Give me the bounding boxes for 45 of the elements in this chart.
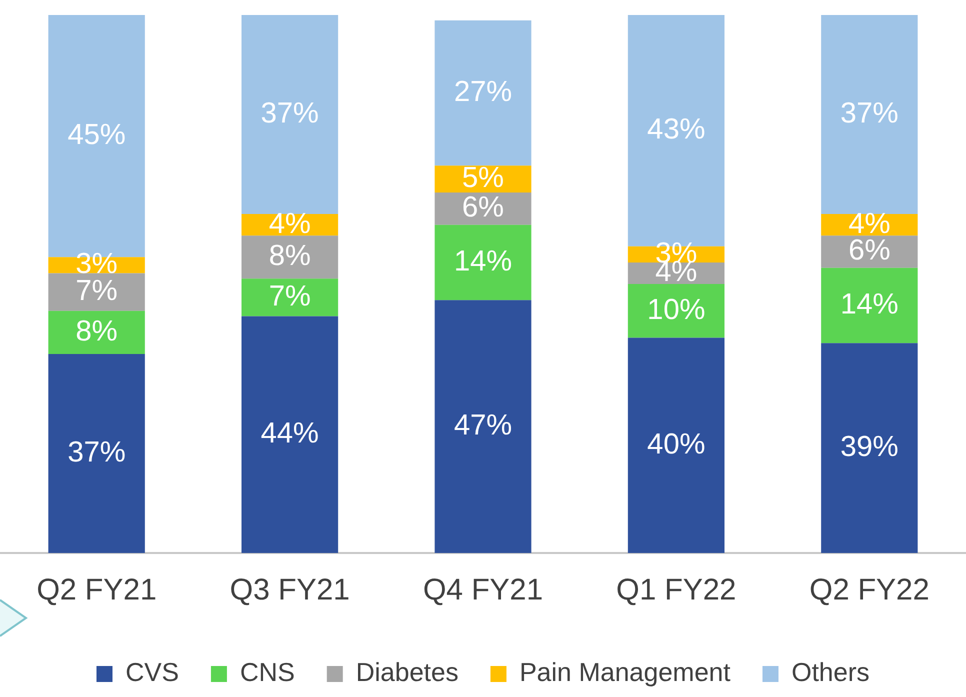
x-tick-label: Q3 FY21	[230, 573, 350, 606]
bar	[242, 15, 338, 214]
data-label: 5%	[462, 162, 504, 194]
legend-label: Diabetes	[356, 657, 458, 688]
bar	[434, 224, 532, 300]
data-label: 6%	[462, 192, 504, 224]
bar	[434, 300, 532, 553]
bar	[434, 20, 532, 166]
data-label: 7%	[268, 280, 311, 312]
legend-label: Others	[791, 657, 870, 688]
x-tick-label: Q2 FY21	[36, 573, 157, 606]
data-label: 37%	[260, 98, 319, 130]
data-label: 8%	[268, 240, 311, 272]
data-label: 45%	[68, 119, 126, 152]
data-label: 14%	[840, 288, 898, 321]
data-label: 40%	[647, 428, 706, 460]
bar	[821, 15, 918, 214]
bar	[628, 338, 724, 553]
data-label: 39%	[840, 431, 898, 464]
bar	[821, 343, 918, 553]
data-label: 4%	[268, 208, 311, 240]
x-tick-label: Q2 FY22	[809, 573, 930, 606]
data-label: 10%	[647, 294, 706, 326]
bar	[48, 310, 145, 354]
data-label: 27%	[454, 76, 512, 108]
data-label: 14%	[454, 245, 512, 278]
x-tick-label: Q1 FY22	[616, 573, 736, 606]
data-label: 44%	[260, 418, 319, 450]
data-label: 37%	[840, 98, 898, 130]
x-tick-label: Q4 FY21	[422, 573, 544, 606]
data-label: 8%	[76, 315, 118, 348]
legend-label: CNS	[240, 657, 295, 688]
bar	[48, 273, 145, 311]
bar	[242, 236, 338, 279]
legend-label: Pain Management	[519, 657, 732, 688]
data-label: 43%	[647, 114, 706, 146]
data-label: 37%	[68, 436, 126, 468]
bar	[242, 316, 338, 553]
bar	[48, 354, 145, 553]
bar	[628, 284, 724, 338]
bar	[821, 268, 918, 344]
bar	[242, 278, 338, 316]
legend-label: CVS	[125, 657, 179, 688]
bar	[434, 192, 532, 225]
data-label: 47%	[454, 410, 512, 442]
